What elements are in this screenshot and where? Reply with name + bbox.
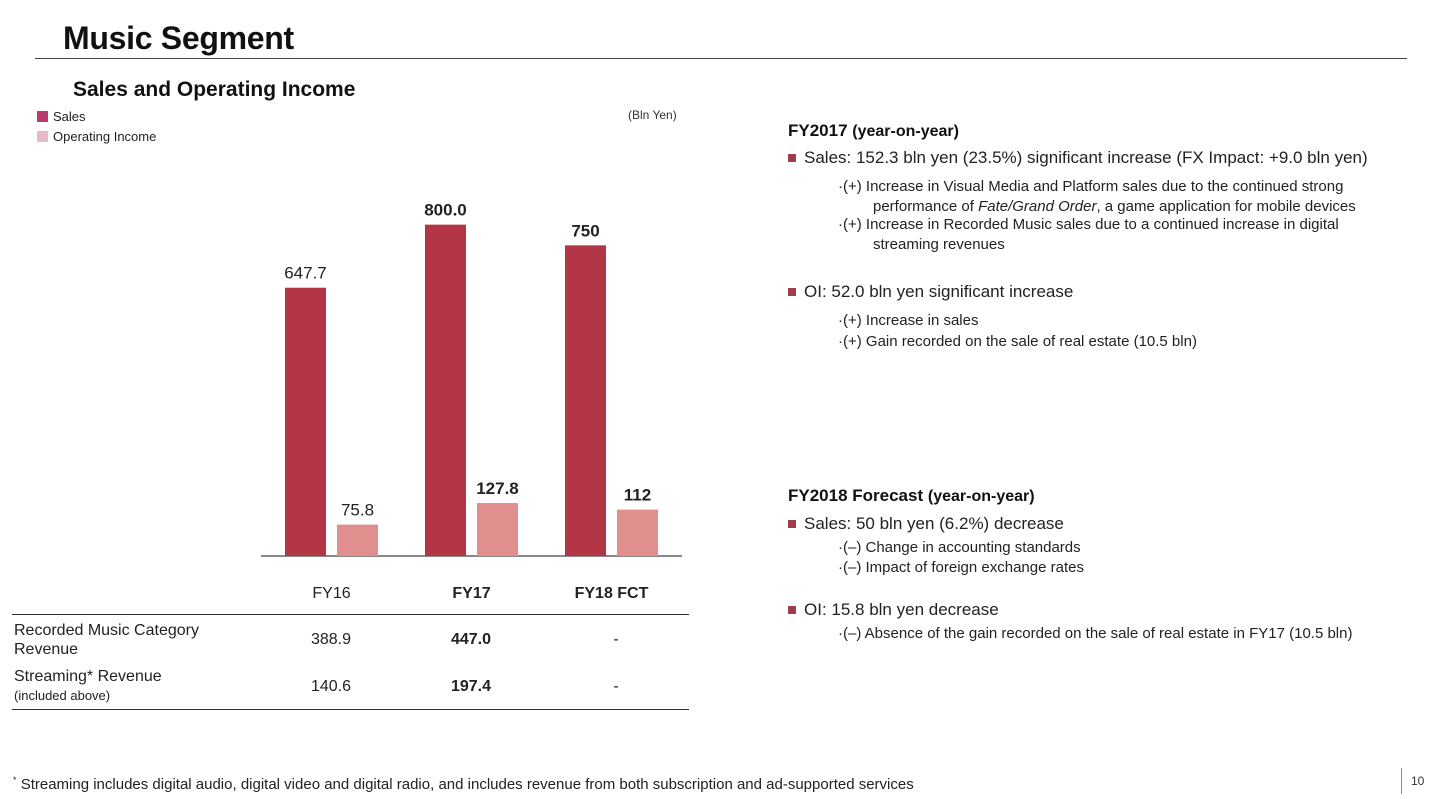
page-title: Music Segment (63, 20, 294, 56)
category-label: FY18 FCT (575, 585, 649, 602)
table-cell: 447.0 (450, 631, 492, 648)
fy2017-sales-bullet: Sales: 152.3 bln yen (23.5%) significant… (788, 148, 1368, 168)
sales-bar (285, 287, 326, 556)
point-line: ·(+) Increase in Recorded Music sales du… (838, 216, 1339, 233)
bar-chart: 647.7 75.8 FY16 800.0 127.8 FY17 750 112 FY18 FC… (261, 201, 682, 602)
table-cell: 197.4 (450, 678, 492, 695)
fy2017-sales-point: ·(+) Increase in Visual Media and Platfo… (838, 177, 1356, 217)
footnote: * Streaming includes digital audio, digi… (13, 775, 914, 793)
page-number-divider (1401, 768, 1402, 794)
point-line: streaming revenues (873, 236, 1005, 253)
legend-label-operating-income: Operating Income (53, 129, 157, 144)
data-label: 75.8 (341, 501, 374, 520)
title-divider (35, 58, 1407, 59)
fy2018-sales-text: Sales: 50 bln yen (6.2%) decrease (804, 514, 1064, 533)
table-row: Streaming* Revenue (included above) 140.… (12, 662, 689, 709)
fy2017-heading-text: FY2017 (788, 121, 848, 140)
point-text: performance of (873, 198, 979, 215)
row-label: Recorded Music Category Revenue (14, 622, 199, 658)
fy2018-sales-point: ·(–) Impact of foreign exchange rates (838, 559, 1084, 576)
operating-income-bar (337, 524, 378, 556)
bullet-square-icon (788, 288, 796, 296)
footnote-marker: * (13, 775, 17, 785)
page-number: 10 (1411, 774, 1425, 788)
row-label-main: Streaming* Revenue (14, 668, 162, 685)
fy2017-oi-bullet: OI: 52.0 bln yen significant increase (788, 282, 1073, 302)
legend-swatch-sales (37, 111, 48, 122)
data-label: 750 (571, 221, 599, 240)
data-label: 127.8 (476, 479, 519, 498)
bullet-square-icon (788, 520, 796, 528)
category-label: FY16 (312, 585, 350, 602)
fy2017-oi-point: ·(+) Increase in sales (838, 312, 979, 329)
fy2017-heading-paren: (year-on-year) (852, 123, 959, 140)
fy2018-heading: FY2018 Forecast (year-on-year) (788, 486, 1035, 506)
footnote-text: Streaming includes digital audio, digita… (20, 776, 914, 793)
fy2018-heading-text: FY2018 Forecast (788, 486, 924, 505)
fy2018-oi-bullet: OI: 15.8 bln yen decrease (788, 600, 999, 620)
fy2018-sales-point: ·(–) Change in accounting standards (838, 539, 1081, 556)
fy2018-oi-text: OI: 15.8 bln yen decrease (804, 600, 999, 619)
legend-swatch-operating-income (37, 131, 48, 142)
fy2017-sales-text: Sales: 152.3 bln yen (23.5%) significant… (804, 148, 1368, 167)
fy2018-sales-bullet: Sales: 50 bln yen (6.2%) decrease (788, 514, 1064, 534)
table-row: Recorded Music Category Revenue 388.9 44… (12, 615, 689, 662)
table-cell: 140.6 (310, 678, 352, 695)
unit-label: (Bln Yen) (628, 108, 677, 122)
point-text: , a game application for mobile devices (1096, 198, 1356, 215)
bullet-square-icon (788, 606, 796, 614)
sales-bar (425, 224, 466, 556)
row-label: Streaming* Revenue (included above) (14, 667, 162, 705)
data-label: 647.7 (284, 264, 327, 283)
point-line: performance of Fate/Grand Order, a game … (838, 197, 1356, 217)
fy2017-oi-text: OI: 52.0 bln yen significant increase (804, 282, 1074, 301)
operating-income-bar (477, 503, 518, 556)
fy2018-heading-paren: (year-on-year) (927, 488, 1035, 505)
point-line: ·(+) Increase in Visual Media and Platfo… (838, 178, 1344, 195)
game-title: Fate/Grand Order (978, 198, 1097, 215)
category-label: FY17 (452, 585, 490, 602)
table-cell: - (613, 678, 619, 695)
legend-label-sales: Sales (53, 109, 86, 124)
table-cell: 388.9 (310, 631, 352, 648)
fy2017-heading: FY2017 (year-on-year) (788, 121, 959, 141)
row-label-sub: (included above) (14, 688, 111, 703)
chart-title: Sales and Operating Income (73, 78, 356, 101)
legend-item-operating-income: Operating Income (37, 129, 156, 144)
data-label: 112 (624, 486, 651, 505)
bullet-square-icon (788, 154, 796, 162)
fy2017-sales-point: ·(+) Increase in Recorded Music sales du… (838, 215, 1339, 255)
legend-item-sales: Sales (37, 109, 86, 124)
sales-bar (565, 245, 606, 556)
fy2017-oi-point: ·(+) Gain recorded on the sale of real e… (838, 333, 1197, 350)
table-cell: - (613, 631, 619, 648)
operating-income-bar (617, 509, 658, 556)
data-label: 800.0 (424, 201, 467, 220)
data-table: Recorded Music Category Revenue 388.9 44… (12, 614, 689, 710)
fy2018-oi-point: ·(–) Absence of the gain recorded on the… (838, 625, 1353, 642)
